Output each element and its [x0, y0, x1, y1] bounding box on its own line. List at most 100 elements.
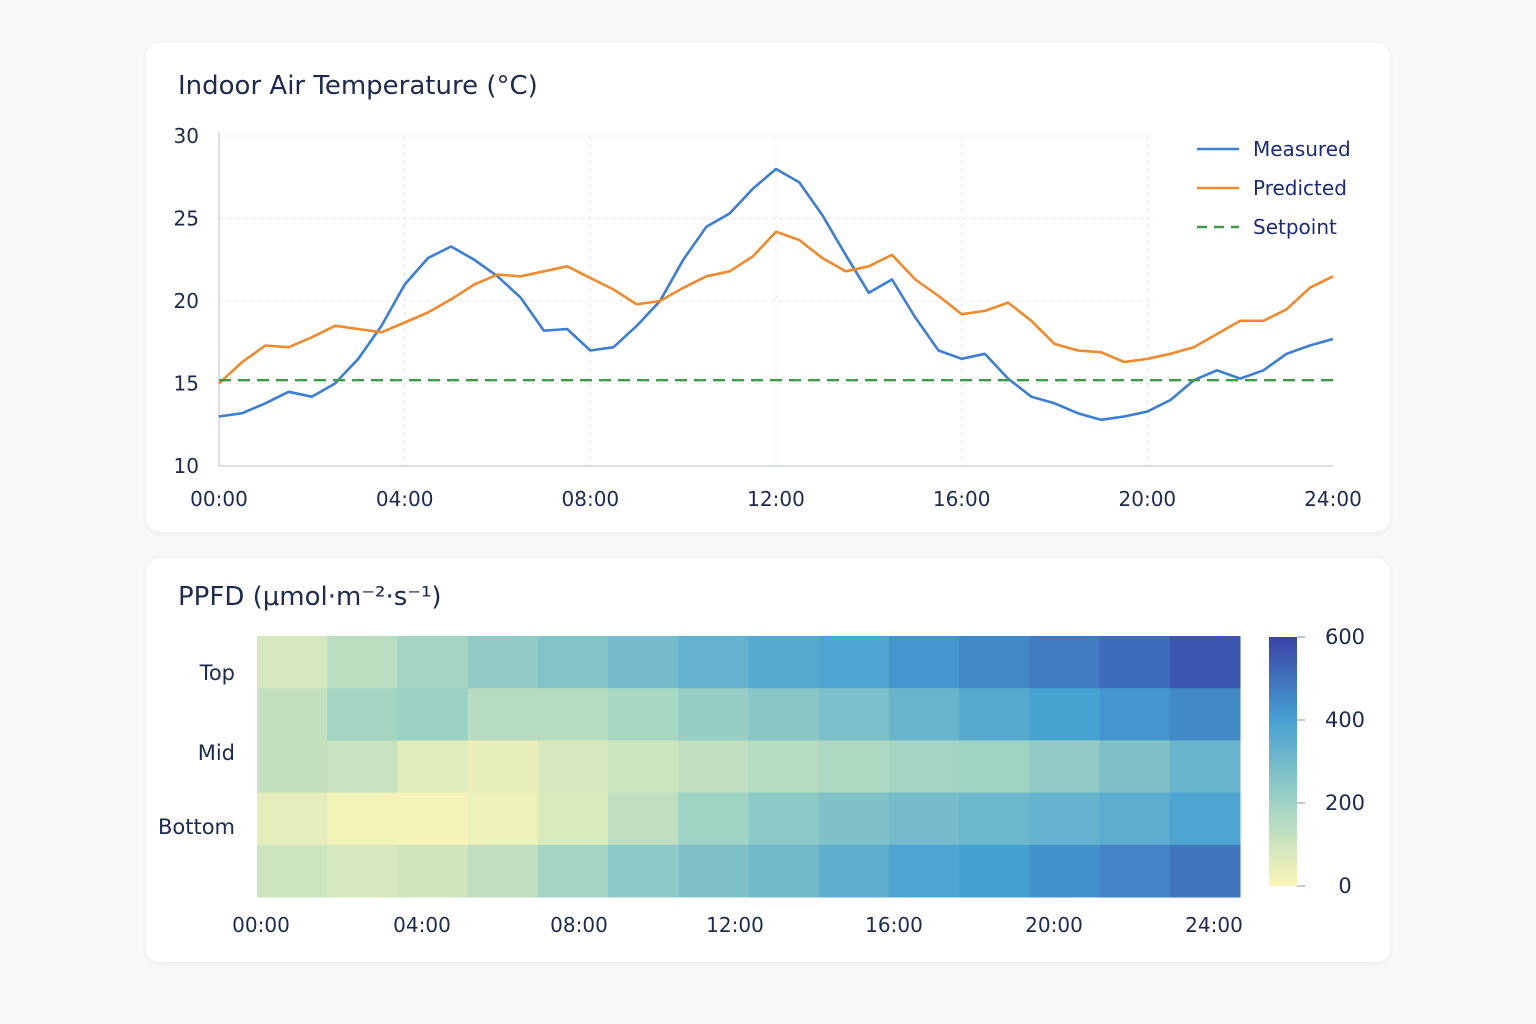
temperature-chart-card: Indoor Air Temperature (°C) 10 15 20 25 30 00…: [146, 43, 1390, 532]
heatmap-cell: [257, 636, 328, 689]
heatmap-cell: [608, 844, 679, 898]
heatmap-cell: [1029, 792, 1101, 846]
ppfd-chart-title: PPFD (μmol·m⁻²·s⁻¹): [178, 582, 442, 612]
heatmap-cell: [748, 740, 820, 794]
x-tick-label: 00:00: [232, 913, 290, 937]
legend-label-measured: Measured: [1253, 137, 1351, 161]
heatmap-cell: [1099, 688, 1171, 741]
temperature-chart: 10 15 20 25 30 00:00 04:00 08:00 12:00 16:00 20:00…: [174, 124, 1362, 511]
heatmap-cell: [959, 688, 1030, 741]
heatmap-cell: [327, 636, 398, 689]
row-label: Bottom: [158, 815, 235, 839]
y-tick-label: 25: [174, 207, 199, 231]
heatmap-cell: [748, 844, 820, 898]
heatmap-cell: [608, 636, 679, 689]
heatmap-cell: [537, 740, 609, 794]
heatmap-cell: [537, 792, 609, 846]
x-tick-label: 16:00: [865, 913, 923, 937]
heatmap-cell: [397, 844, 469, 898]
ppfd-chart-card: PPFD (μmol·m⁻²·s⁻¹) Top Mid Bottom 00:00 04:…: [146, 558, 1390, 962]
x-tick-label: 04:00: [376, 487, 434, 511]
heatmap-cell: [467, 844, 539, 898]
colorbar: [1269, 637, 1297, 886]
x-tick-label: 16:00: [933, 487, 991, 511]
heatmap-cell: [1169, 844, 1241, 898]
heatmap-cell: [888, 792, 960, 846]
heatmap-cell: [1029, 844, 1101, 898]
legend-label-predicted: Predicted: [1253, 176, 1347, 200]
heatmap-cell: [678, 792, 749, 846]
temperature-chart-title: Indoor Air Temperature (°C): [178, 71, 538, 101]
heatmap-cell: [818, 792, 890, 846]
heatmap-cell: [397, 792, 469, 846]
heatmap-cell: [1099, 844, 1171, 898]
heatmap-cell: [467, 740, 539, 794]
heatmap-cell: [678, 740, 749, 794]
x-tick-label: 04:00: [393, 913, 451, 937]
heatmap-cell: [537, 844, 609, 898]
heatmap-cell: [397, 636, 469, 689]
heatmap-cell: [397, 740, 469, 794]
heatmap-cell: [467, 636, 539, 689]
x-tick-label: 12:00: [706, 913, 764, 937]
y-tick-label: 20: [174, 289, 199, 313]
heatmap-cell: [959, 792, 1030, 846]
colorbar-tick-label: 200: [1325, 791, 1365, 815]
y-tick-label: 15: [174, 372, 199, 396]
heatmap-cell: [467, 688, 539, 741]
x-tick-label: 08:00: [562, 487, 620, 511]
x-tick-label: 24:00: [1185, 913, 1243, 937]
series-line-measured: [218, 167, 1334, 422]
heatmap-cell: [1099, 792, 1171, 846]
heatmap-cell: [1169, 740, 1241, 794]
x-tick-label: 12:00: [747, 487, 805, 511]
heatmap-cell: [1029, 636, 1101, 689]
heatmap-cell: [537, 688, 609, 741]
row-label: Mid: [198, 741, 235, 765]
heatmap-cell: [537, 636, 609, 689]
colorbar-tick-label: 0: [1338, 874, 1351, 898]
heatmap-cell: [467, 792, 539, 846]
heatmap-cell: [888, 844, 960, 898]
heatmap-cell: [748, 688, 820, 741]
x-tick-label: 00:00: [190, 487, 248, 511]
heatmap-cell: [327, 740, 398, 794]
heatmap-cell: [608, 740, 679, 794]
heatmap-cell: [748, 792, 820, 846]
heatmap-cell: [888, 636, 960, 689]
heatmap-cell: [678, 844, 749, 898]
heatmap-cell: [1099, 740, 1171, 794]
heatmap-cell: [959, 740, 1030, 794]
row-label: Top: [199, 661, 235, 685]
x-tick-label: 20:00: [1119, 487, 1177, 511]
heatmap-cell: [608, 792, 679, 846]
heatmap-cell: [257, 792, 328, 846]
heatmap-cell: [1029, 688, 1101, 741]
heatmap-cell: [888, 740, 960, 794]
heatmap-cell: [608, 688, 679, 741]
heatmap-cell: [748, 636, 820, 689]
heatmap-cell: [257, 844, 328, 898]
heatmap-cell: [1099, 636, 1171, 689]
heatmap-cell: [1169, 792, 1241, 846]
legend-label-setpoint: Setpoint: [1253, 215, 1337, 239]
x-tick-label: 20:00: [1025, 913, 1083, 937]
heatmap-cell: [818, 740, 890, 794]
heatmap-cell: [1169, 688, 1241, 741]
heatmap-cell: [327, 844, 398, 898]
y-tick-label: 10: [174, 454, 199, 478]
heatmap-cell: [397, 688, 469, 741]
heatmap-cell: [818, 844, 890, 898]
heatmap-cell: [678, 688, 749, 741]
heatmap-cell: [1029, 740, 1101, 794]
colorbar-tick-label: 400: [1325, 708, 1365, 732]
heatmap-cell: [678, 636, 749, 689]
heatmap-cell: [257, 688, 328, 741]
heatmap-cell: [1169, 636, 1241, 689]
heatmap-cell: [327, 688, 398, 741]
heatmap-cell: [257, 740, 328, 794]
x-tick-label: 24:00: [1304, 487, 1362, 511]
heatmap-cell: [959, 636, 1030, 689]
y-tick-label: 30: [174, 124, 199, 148]
heatmap-cell: [959, 844, 1030, 898]
